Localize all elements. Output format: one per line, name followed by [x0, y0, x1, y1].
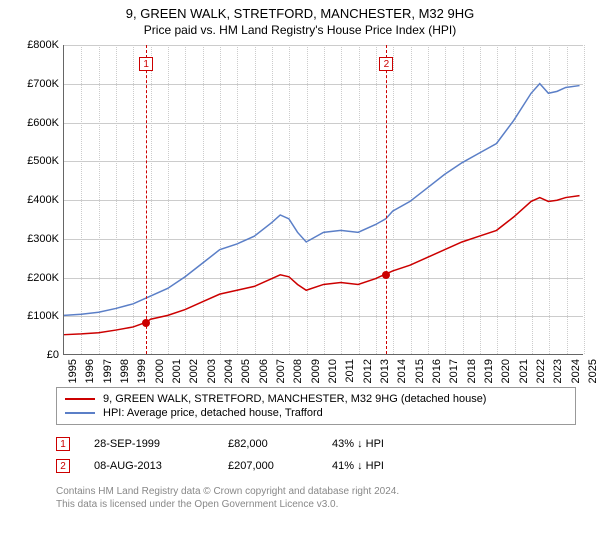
sale-marker-box: 1: [139, 57, 153, 71]
y-axis-label: £0: [15, 349, 59, 361]
x-axis-label: 1998: [119, 359, 131, 383]
sale-hpi-delta: 43% ↓ HPI: [332, 438, 432, 450]
x-axis-label: 2012: [362, 359, 374, 383]
sale-marker-line: [386, 45, 387, 354]
x-axis-label: 2010: [327, 359, 339, 383]
x-axis-label: 2013: [379, 359, 391, 383]
x-axis-label: 2025: [587, 359, 599, 383]
sale-date: 08-AUG-2013: [94, 460, 204, 472]
y-axis-label: £500K: [15, 155, 59, 167]
chart-title: 9, GREEN WALK, STRETFORD, MANCHESTER, M3…: [8, 6, 592, 21]
legend-label: 9, GREEN WALK, STRETFORD, MANCHESTER, M3…: [103, 393, 486, 405]
plot-region: 12: [63, 45, 583, 355]
y-axis-label: £600K: [15, 117, 59, 129]
sale-marker-line: [146, 45, 147, 354]
sale-hpi-delta: 41% ↓ HPI: [332, 460, 432, 472]
x-axis-label: 2001: [171, 359, 183, 383]
legend-label: HPI: Average price, detached house, Traf…: [103, 407, 323, 419]
x-axis-label: 1996: [84, 359, 96, 383]
x-axis-label: 2011: [344, 359, 356, 383]
title-block: 9, GREEN WALK, STRETFORD, MANCHESTER, M3…: [8, 6, 592, 37]
x-axis-label: 2024: [570, 359, 582, 383]
x-axis-label: 2009: [310, 359, 322, 383]
x-axis-label: 1999: [136, 359, 148, 383]
sale-date: 28-SEP-1999: [94, 438, 204, 450]
sale-row: 1 28-SEP-1999 £82,000 43% ↓ HPI: [56, 433, 576, 455]
x-axis-label: 2019: [483, 359, 495, 383]
x-axis-label: 2018: [466, 359, 478, 383]
x-axis-label: 2021: [518, 359, 530, 383]
sales-table: 1 28-SEP-1999 £82,000 43% ↓ HPI 2 08-AUG-2013…: [56, 433, 576, 477]
y-axis-label: £400K: [15, 194, 59, 206]
footer-line: Contains HM Land Registry data © Crown c…: [56, 485, 576, 498]
x-axis-label: 2007: [275, 359, 287, 383]
legend-swatch: [65, 398, 95, 400]
chart-container: 9, GREEN WALK, STRETFORD, MANCHESTER, M3…: [0, 0, 600, 560]
x-axis-label: 1995: [67, 359, 79, 383]
series-line-property: [64, 196, 580, 335]
y-axis-label: £200K: [15, 272, 59, 284]
chart-area: 12 £0£100K£200K£300K£400K£500K£600K£700K…: [15, 45, 585, 385]
x-axis-label: 2008: [292, 359, 304, 383]
legend-item: 9, GREEN WALK, STRETFORD, MANCHESTER, M3…: [65, 392, 567, 406]
x-axis-label: 2003: [206, 359, 218, 383]
x-axis-label: 2023: [552, 359, 564, 383]
x-axis-label: 2014: [396, 359, 408, 383]
sale-row: 2 08-AUG-2013 £207,000 41% ↓ HPI: [56, 455, 576, 477]
x-axis-label: 2017: [448, 359, 460, 383]
sale-price: £207,000: [228, 460, 308, 472]
footer-attribution: Contains HM Land Registry data © Crown c…: [56, 485, 576, 511]
sale-marker-box: 2: [379, 57, 393, 71]
sale-marker-dot: [142, 319, 150, 327]
x-axis-label: 2004: [223, 359, 235, 383]
line-svg: [64, 45, 583, 354]
gridline-v: [584, 45, 585, 354]
chart-subtitle: Price paid vs. HM Land Registry's House …: [8, 23, 592, 37]
x-axis-label: 2015: [414, 359, 426, 383]
y-axis-label: £700K: [15, 78, 59, 90]
sale-marker-dot: [382, 271, 390, 279]
x-axis-label: 2016: [431, 359, 443, 383]
x-axis-label: 2005: [240, 359, 252, 383]
x-axis-label: 2002: [188, 359, 200, 383]
y-axis-label: £100K: [15, 310, 59, 322]
series-line-hpi: [64, 84, 580, 316]
legend-item: HPI: Average price, detached house, Traf…: [65, 406, 567, 420]
x-axis-label: 2000: [154, 359, 166, 383]
x-axis-label: 2006: [258, 359, 270, 383]
sale-price: £82,000: [228, 438, 308, 450]
sale-row-marker: 2: [56, 459, 70, 473]
y-axis-label: £300K: [15, 233, 59, 245]
sale-row-marker: 1: [56, 437, 70, 451]
x-axis-label: 1997: [102, 359, 114, 383]
footer-line: This data is licensed under the Open Gov…: [56, 498, 576, 511]
legend-swatch: [65, 412, 95, 414]
y-axis-label: £800K: [15, 39, 59, 51]
legend: 9, GREEN WALK, STRETFORD, MANCHESTER, M3…: [56, 387, 576, 425]
x-axis-label: 2020: [500, 359, 512, 383]
x-axis-label: 2022: [535, 359, 547, 383]
